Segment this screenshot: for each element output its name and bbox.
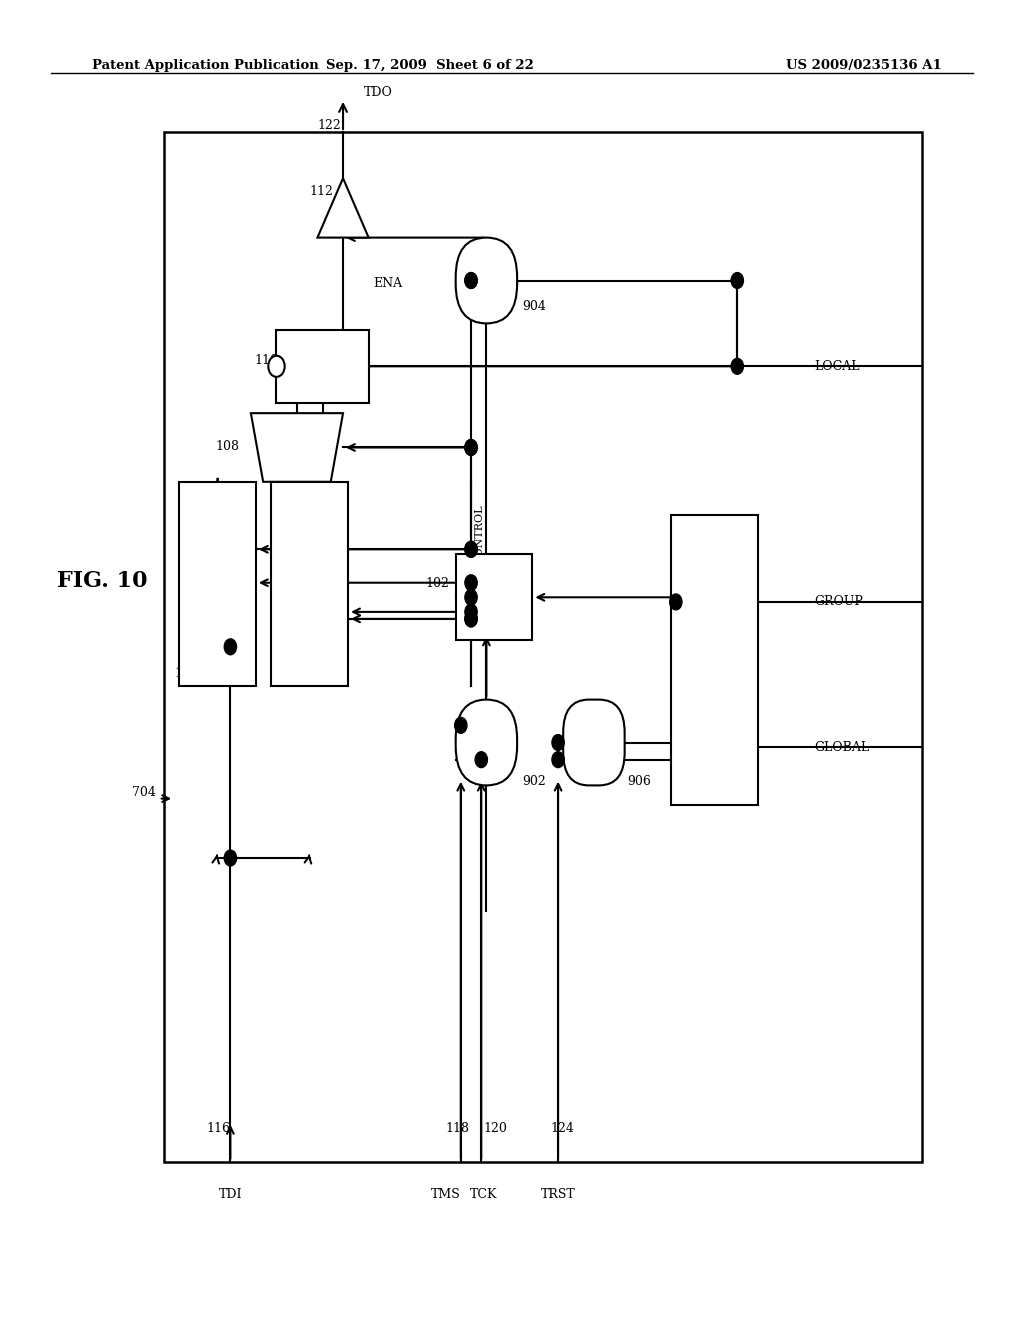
Circle shape — [731, 272, 743, 289]
Text: GLOBAL: GLOBAL — [814, 741, 869, 754]
FancyBboxPatch shape — [456, 700, 517, 785]
Circle shape — [465, 611, 477, 627]
Text: Sep. 17, 2009  Sheet 6 of 22: Sep. 17, 2009 Sheet 6 of 22 — [326, 59, 535, 73]
Text: TDO: TDO — [364, 86, 392, 99]
Text: DATA
REGISTER(S): DATA REGISTER(S) — [208, 550, 227, 618]
Text: 902: 902 — [522, 775, 546, 788]
Circle shape — [455, 718, 467, 734]
Text: FF: FF — [312, 359, 333, 374]
Text: INSTRUCTION
REGISTER: INSTRUCTION REGISTER — [300, 546, 319, 622]
Text: 108: 108 — [215, 440, 239, 453]
Circle shape — [465, 541, 477, 557]
Circle shape — [465, 541, 477, 557]
Text: LOCAL: LOCAL — [814, 360, 859, 372]
Circle shape — [552, 752, 564, 767]
Text: 704: 704 — [132, 785, 156, 799]
Text: 106: 106 — [174, 667, 198, 680]
FancyBboxPatch shape — [456, 238, 517, 323]
Bar — [164, 132, 922, 1162]
Text: 116: 116 — [207, 1122, 230, 1135]
Text: A: A — [481, 735, 492, 750]
Circle shape — [465, 611, 477, 627]
Bar — [276, 330, 369, 403]
Text: CONTROL: CONTROL — [474, 504, 484, 565]
Circle shape — [465, 272, 477, 289]
Bar — [271, 482, 348, 686]
Polygon shape — [251, 413, 343, 482]
Bar — [671, 515, 758, 805]
Text: M: M — [289, 441, 305, 454]
Circle shape — [224, 639, 237, 655]
Text: Patent Application Publication: Patent Application Publication — [92, 59, 318, 73]
Text: TSM: TSM — [476, 590, 512, 605]
Polygon shape — [317, 178, 369, 238]
FancyBboxPatch shape — [563, 700, 625, 785]
Text: GROUP: GROUP — [814, 595, 863, 609]
Text: A: A — [481, 273, 492, 288]
Circle shape — [465, 574, 477, 590]
Circle shape — [475, 752, 487, 767]
Circle shape — [465, 440, 477, 455]
Text: ENA: ENA — [374, 277, 402, 290]
Text: 110: 110 — [254, 354, 278, 367]
Bar — [179, 482, 256, 686]
Circle shape — [465, 590, 477, 605]
Circle shape — [465, 605, 477, 620]
Text: TMS: TMS — [430, 1188, 461, 1201]
Circle shape — [670, 594, 682, 610]
Text: 112: 112 — [309, 185, 333, 198]
Text: 104: 104 — [307, 673, 331, 686]
Text: FIG. 10: FIG. 10 — [57, 570, 147, 591]
Text: US 2009/0235136 A1: US 2009/0235136 A1 — [786, 59, 942, 73]
Circle shape — [224, 850, 237, 866]
Text: 120: 120 — [483, 1122, 507, 1135]
Circle shape — [465, 440, 477, 455]
Bar — [456, 554, 532, 640]
Text: TCK: TCK — [470, 1188, 497, 1201]
Text: TDI: TDI — [219, 1188, 242, 1201]
Circle shape — [268, 356, 285, 378]
Text: 118: 118 — [445, 1122, 469, 1135]
Text: 904: 904 — [522, 300, 546, 313]
Circle shape — [552, 734, 564, 750]
Text: 906: 906 — [628, 775, 651, 788]
Text: TRST: TRST — [541, 1188, 575, 1201]
Text: 102: 102 — [425, 577, 449, 590]
Circle shape — [731, 359, 743, 375]
Text: O: O — [588, 735, 600, 750]
Text: 124: 124 — [551, 1122, 574, 1135]
Circle shape — [465, 272, 477, 289]
Text: 122: 122 — [317, 119, 341, 132]
